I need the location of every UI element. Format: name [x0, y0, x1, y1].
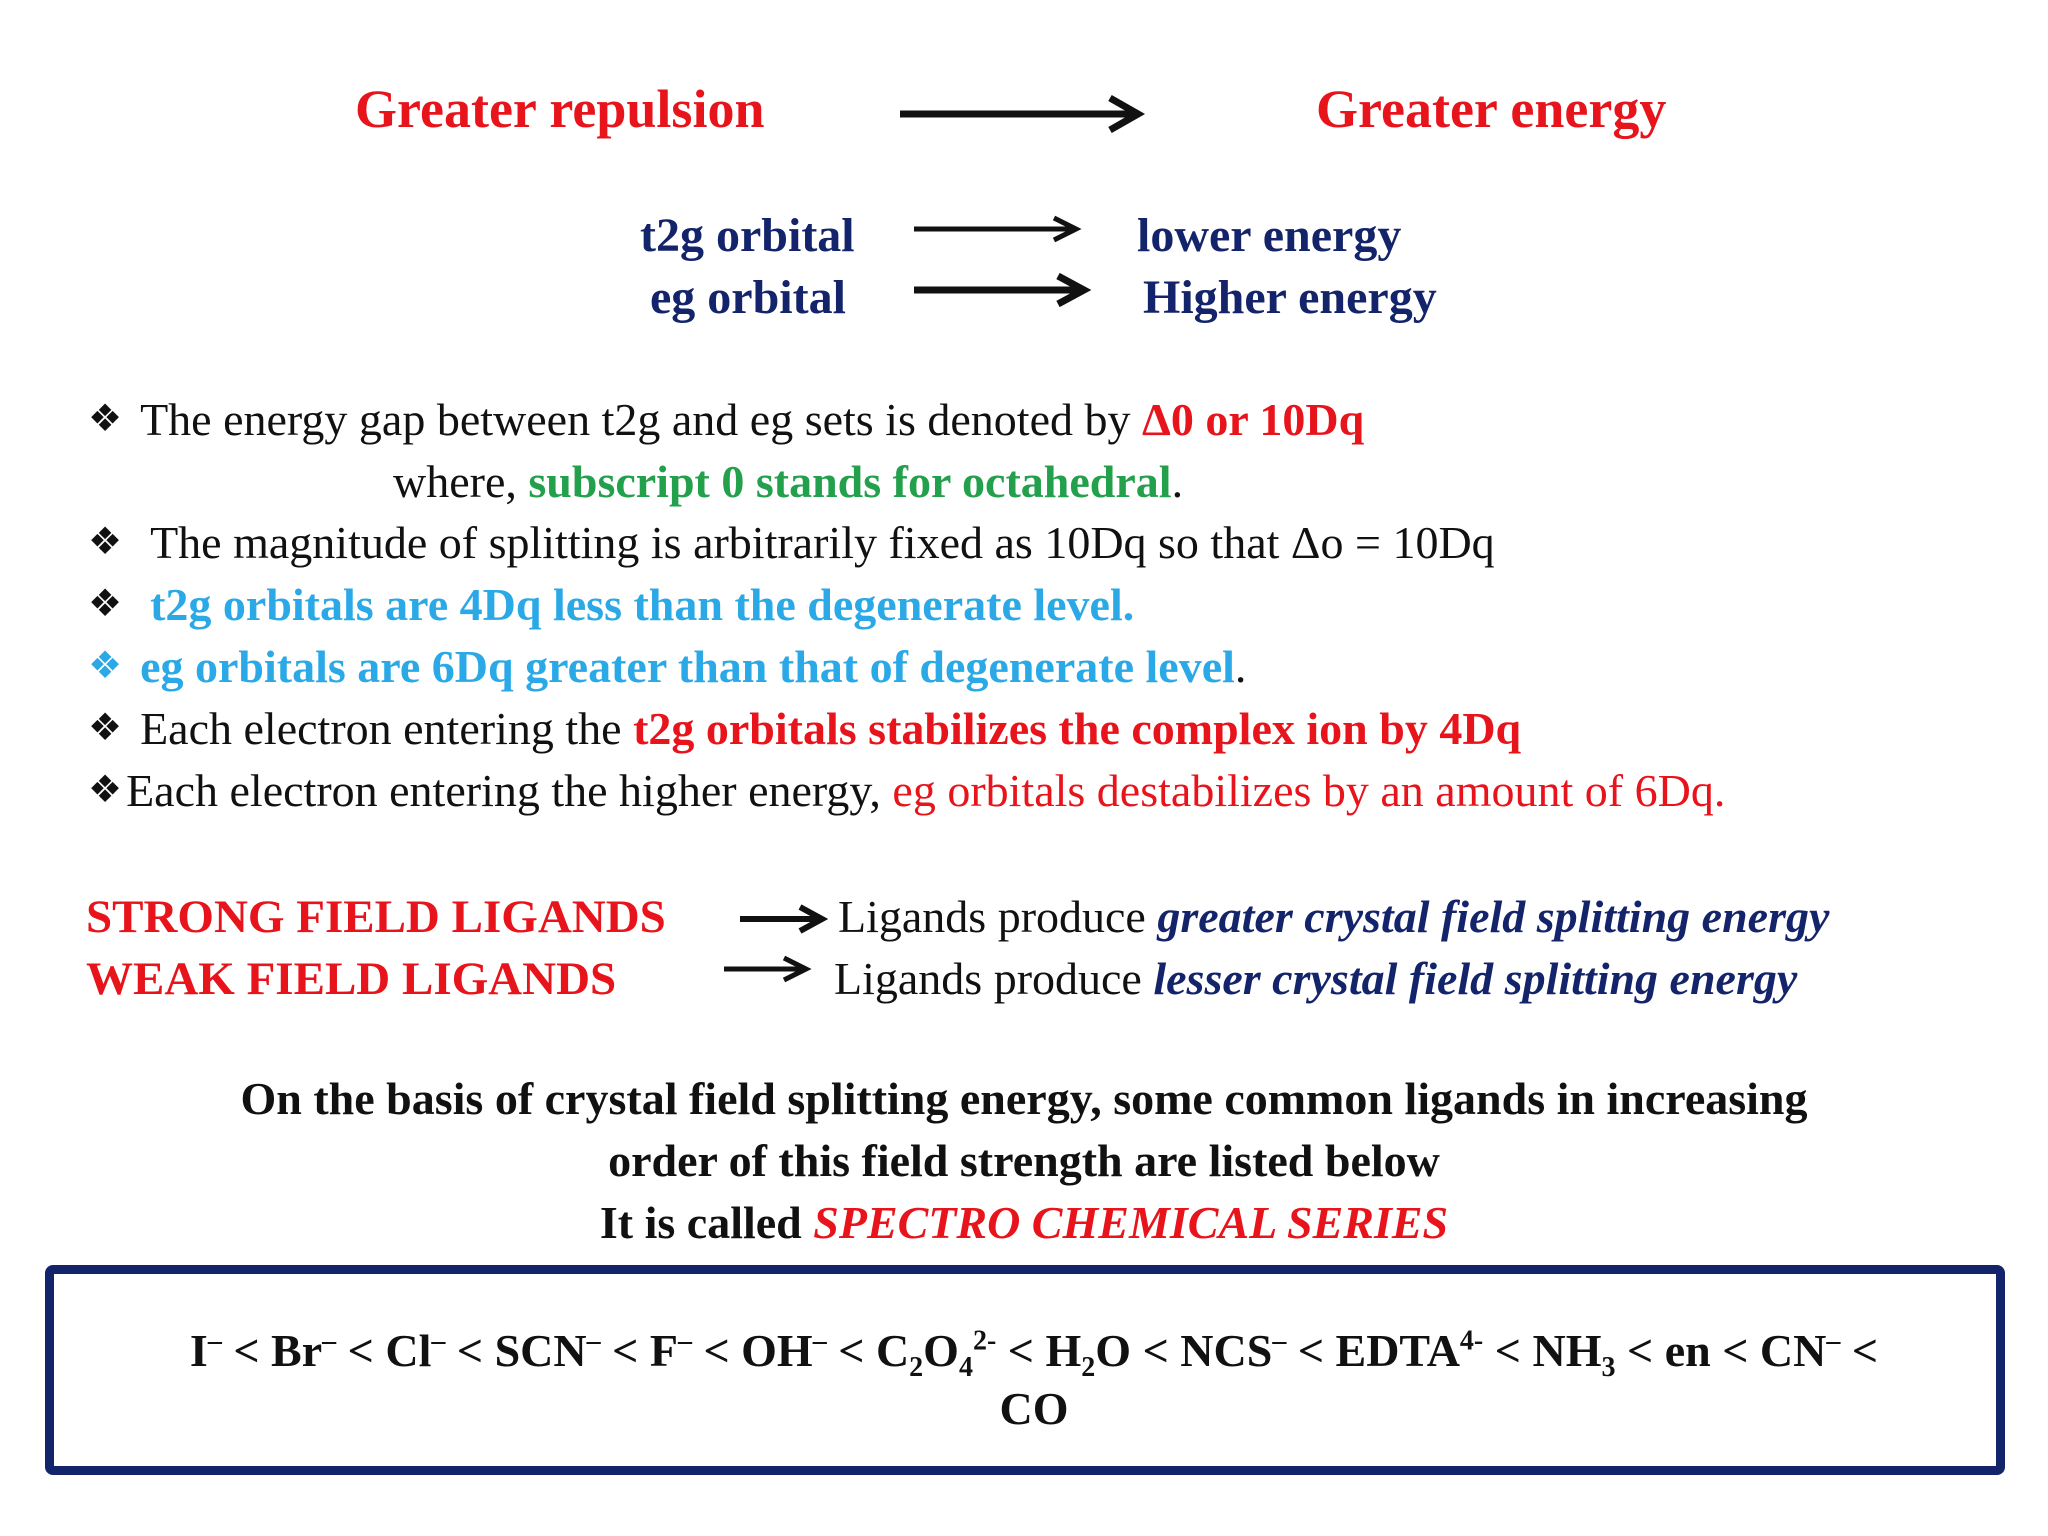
bullet-magnitude: ❖ The magnitude of splitting is arbitrari… [88, 517, 1495, 568]
weak-field-desc: Ligands produce lesser crystal field spl… [834, 953, 1798, 1004]
bullet-diamond-icon: ❖ [88, 583, 123, 625]
orbital-eg-arrow-icon [914, 272, 1092, 308]
header-left: Greater repulsion [355, 79, 765, 139]
bullet-electron-t2g: ❖ Each electron entering the t2g orbitals… [88, 703, 1522, 754]
weak-field-arrow-icon [724, 955, 812, 983]
orbital-t2g-energy: lower energy [1137, 209, 1402, 262]
header-arrow-icon [900, 94, 1146, 134]
footer-line-3: It is called SPECTRO CHEMICAL SERIES [599, 1197, 1449, 1248]
bullet-energy-gap: ❖ The energy gap between t2g and eg sets … [88, 394, 1365, 445]
bullet-diamond-icon: ❖ [88, 398, 123, 440]
header-right: Greater energy [1316, 79, 1667, 139]
bullet-eg-orbitals: ❖ eg orbitals are 6Dq greater than that o… [88, 641, 1247, 692]
series-line-1: I– < Br– < Cl– < SCN– < F– < OH– < C2O42… [189, 1325, 1879, 1384]
series-line-2: CO [999, 1383, 1069, 1434]
bullet-electron-eg: ❖Each electron entering the higher energ… [88, 765, 1726, 816]
bullet-diamond-icon: ❖ [88, 707, 123, 749]
footer-line-1: On the basis of crystal field splitting … [240, 1073, 1808, 1124]
footer-line-2: order of this field strength are listed … [608, 1135, 1440, 1186]
orbital-t2g-arrow-icon [914, 215, 1082, 243]
bullet-t2g-orbitals: ❖ t2g orbitals are 4Dq less than the dege… [88, 579, 1135, 630]
orbital-eg-energy: Higher energy [1143, 271, 1437, 324]
bullet-diamond-icon: ❖ [88, 645, 123, 687]
spectrochemical-series-box: I– < Br– < Cl– < SCN– < F– < OH– < C2O42… [45, 1265, 2005, 1475]
orbital-t2g-label: t2g orbital [640, 209, 855, 262]
strong-field-desc: Ligands produce greater crystal field sp… [838, 891, 1830, 942]
weak-field-label: WEAK FIELD LIGANDS [86, 953, 617, 1005]
bullet-energy-gap-cont: where, subscript 0 stands for octahedral… [393, 456, 1184, 507]
strong-field-label: STRONG FIELD LIGANDS [86, 891, 666, 943]
orbital-eg-label: eg orbital [650, 271, 846, 324]
bullet-diamond-icon: ❖ [88, 521, 123, 563]
bullet-diamond-icon: ❖ [88, 769, 123, 811]
strong-field-arrow-icon [740, 904, 828, 934]
